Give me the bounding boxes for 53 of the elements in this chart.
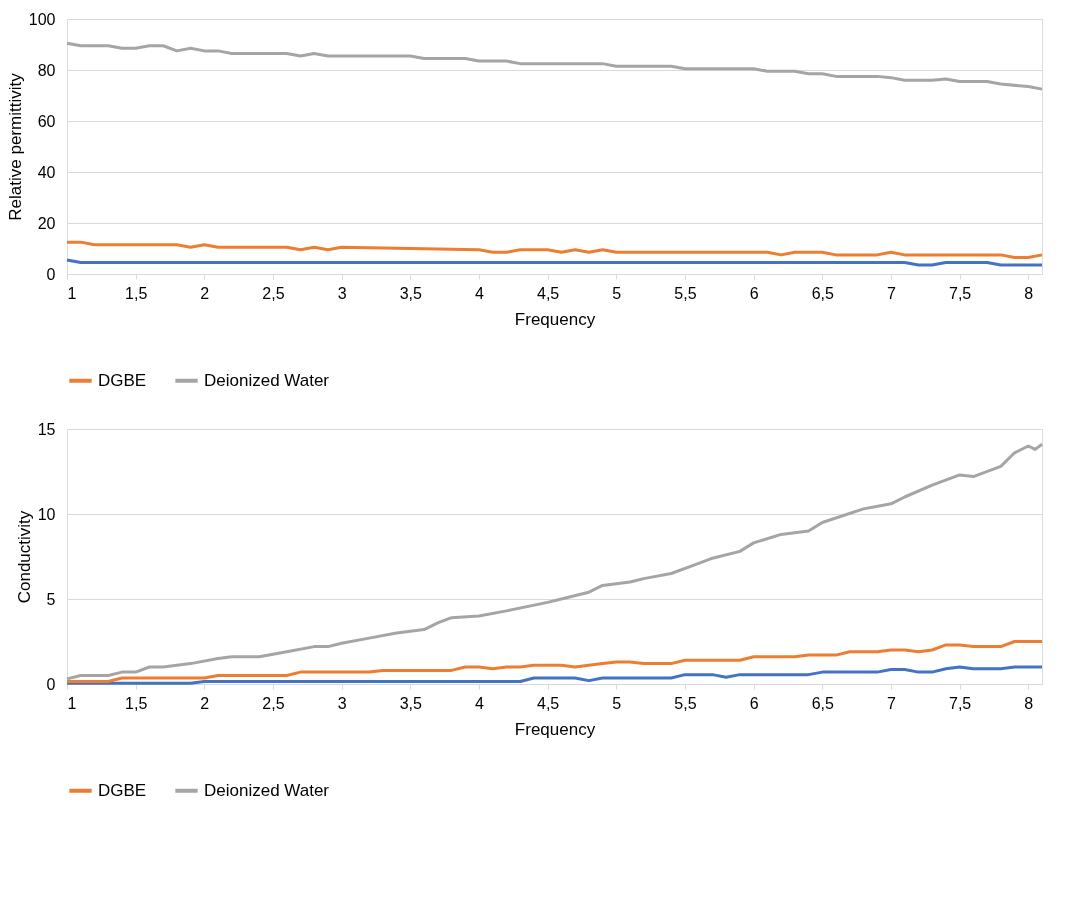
x-tick-label: 7,5 [948, 694, 972, 712]
x-tick-label: 8 [1024, 694, 1034, 712]
legend-label: DGBE [98, 780, 147, 800]
x-tick-label: 3,5 [399, 694, 423, 712]
legend-label: DGBE [98, 370, 147, 390]
x-tick-label: 6 [749, 284, 759, 302]
x-tick-label: 1,5 [125, 694, 148, 712]
x-tick-label: 7,5 [948, 284, 972, 302]
line-series [65, 41, 1044, 91]
x-tick-label: 5 [612, 284, 622, 302]
x-tick-label: 2 [200, 284, 210, 302]
x-tick-label: 6 [749, 694, 759, 712]
x-tick-label: 4,5 [537, 694, 560, 712]
y-tick-label: 80 [37, 61, 56, 79]
y-tick-label: 0 [46, 265, 56, 283]
x-tick-label: 1 [67, 284, 77, 302]
x-tick-label: 4 [475, 284, 485, 302]
y-tick-label: 20 [37, 214, 56, 232]
x-tick-label: 3 [337, 284, 347, 302]
y-axis-title: Conductivity [14, 510, 34, 604]
x-tick-label: 4 [475, 694, 485, 712]
x-tick-label: 6,5 [811, 694, 834, 712]
x-tick-label: 1,5 [125, 284, 148, 302]
legend-label: Deionized Water [204, 780, 330, 800]
x-axis-title: Frequency [514, 309, 596, 329]
y-tick-label: 40 [37, 163, 56, 181]
y-tick-label: 60 [37, 112, 56, 130]
y-tick-label: 15 [37, 420, 56, 438]
line-series [65, 640, 1044, 683]
x-tick-label: 3 [337, 694, 347, 712]
line-series [65, 240, 1044, 259]
x-tick-label: 1 [67, 694, 77, 712]
x-tick-label: 7 [886, 284, 896, 302]
x-tick-label: 8 [1024, 284, 1034, 302]
y-tick-label: 0 [46, 675, 56, 693]
x-tick-label: 5 [612, 694, 622, 712]
x-tick-label: 4,5 [537, 284, 560, 302]
x-tick-label: 6,5 [811, 284, 834, 302]
line-series [65, 665, 1044, 685]
x-tick-label: 7 [886, 694, 896, 712]
y-tick-label: 100 [28, 10, 56, 28]
x-tick-label: 2 [200, 694, 210, 712]
x-tick-label: 5,5 [674, 694, 697, 712]
x-axis-title: Frequency [514, 719, 596, 739]
y-tick-label: 10 [37, 505, 56, 523]
legend-label: Deionized Water [204, 370, 330, 390]
x-tick-label: 5,5 [674, 284, 697, 302]
x-tick-label: 3,5 [399, 284, 423, 302]
x-tick-label: 2,5 [262, 284, 285, 302]
line-series [65, 442, 1044, 681]
x-tick-label: 2,5 [262, 694, 285, 712]
y-axis-title: Relative permittivity [5, 72, 25, 221]
y-tick-label: 5 [46, 590, 56, 608]
